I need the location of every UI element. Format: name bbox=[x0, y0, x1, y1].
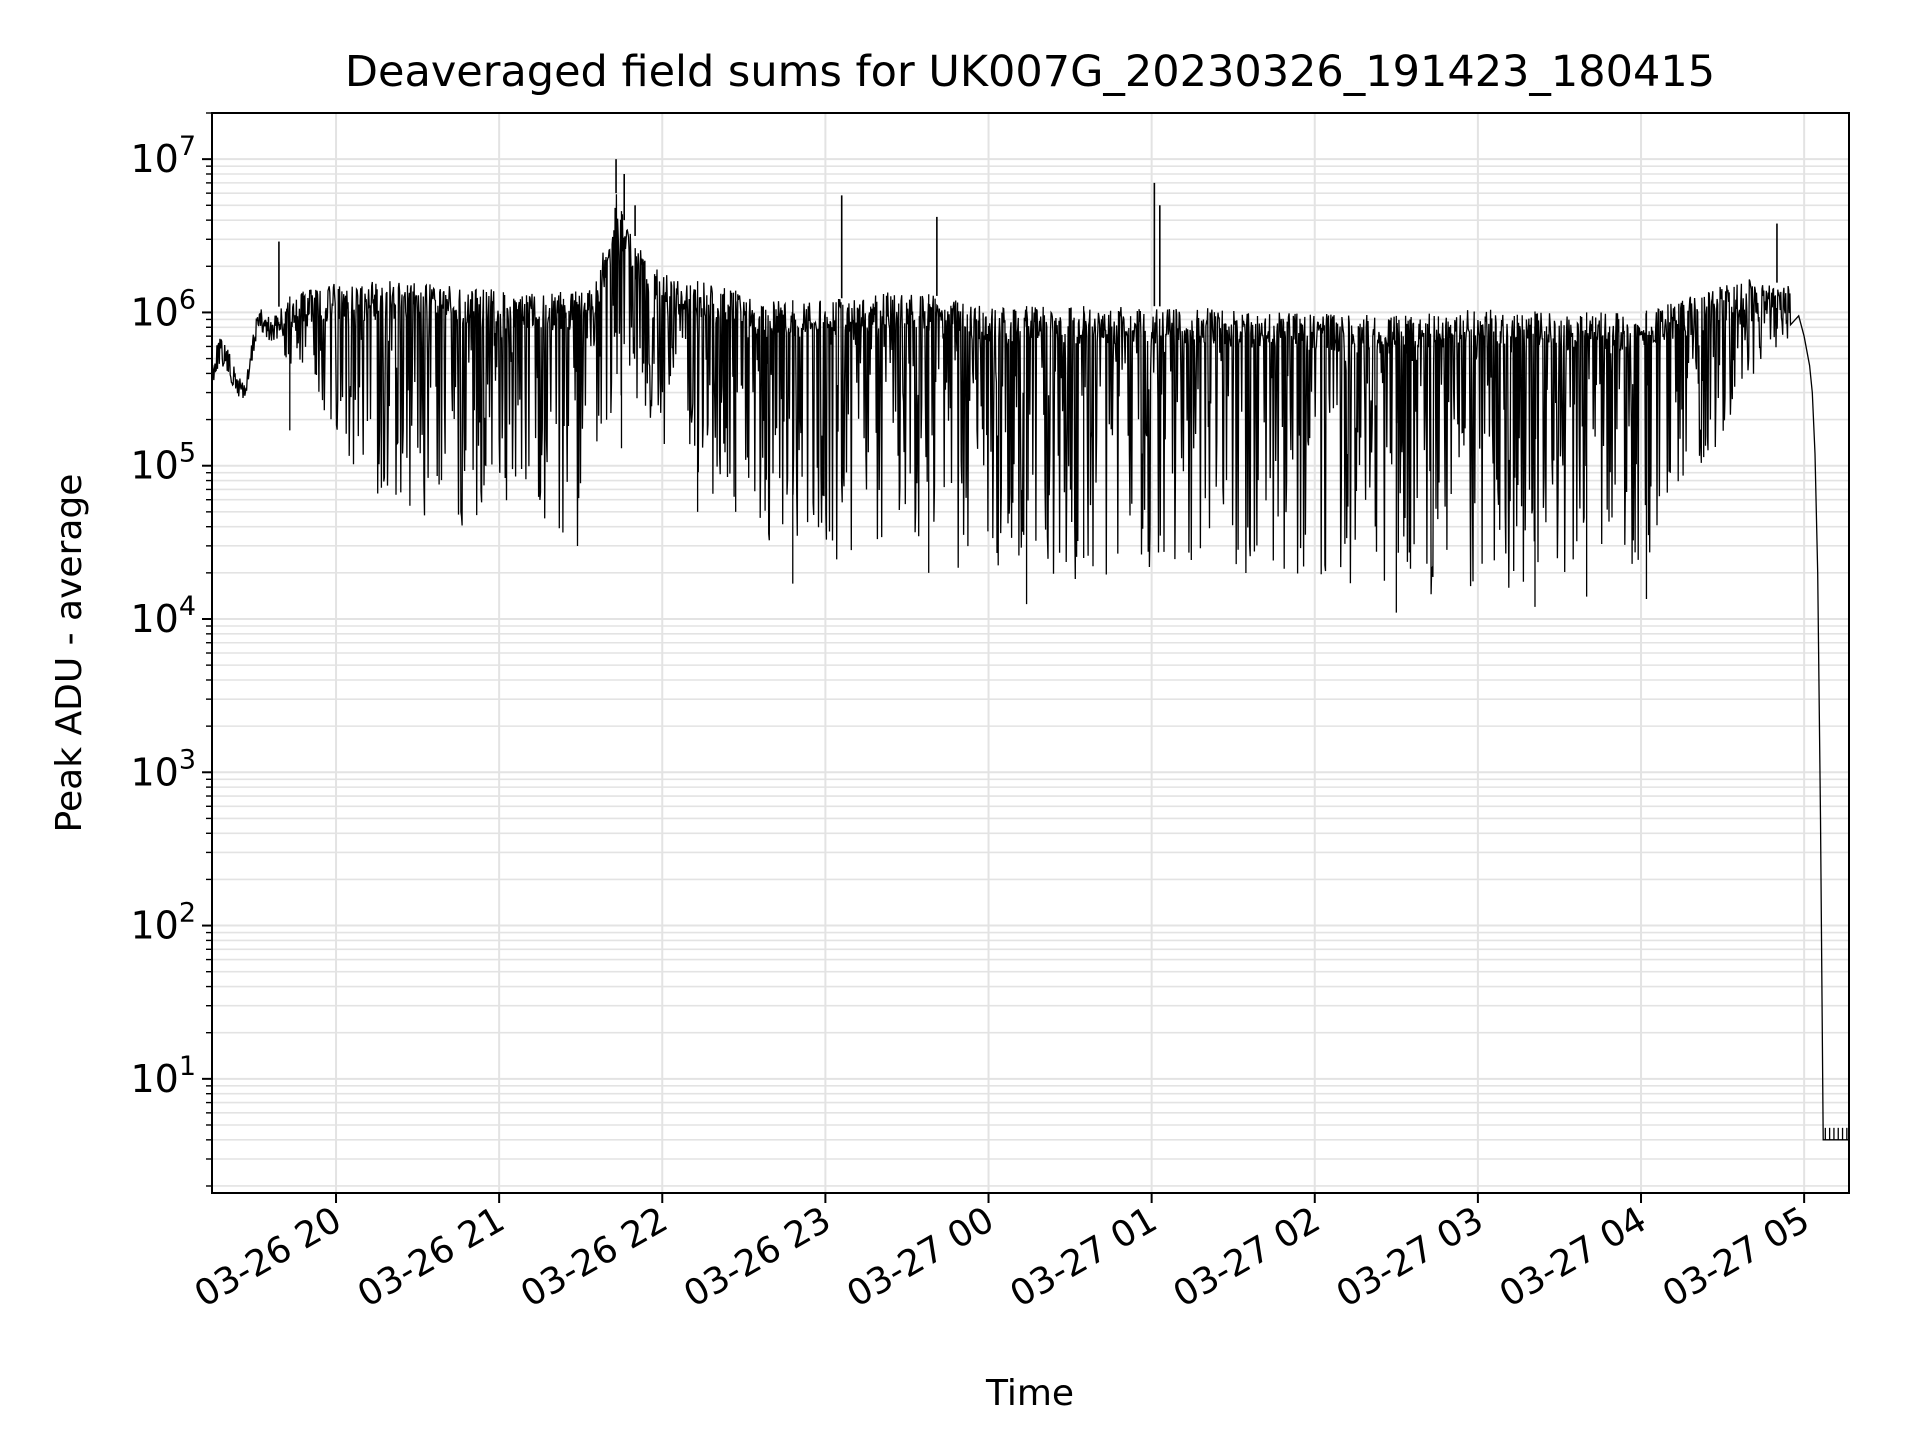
y-tick-base: 10 bbox=[130, 444, 178, 488]
y-tick-label: 104 bbox=[130, 591, 196, 641]
y-tick-base: 10 bbox=[130, 597, 178, 641]
y-tick-label: 105 bbox=[130, 438, 196, 488]
plot-layer bbox=[211, 159, 1849, 1141]
x-axis-label: Time bbox=[985, 1373, 1074, 1414]
y-tick-base: 10 bbox=[130, 290, 178, 334]
y-tick-base: 10 bbox=[130, 1057, 178, 1101]
y-tick-label: 102 bbox=[130, 898, 196, 948]
grid-layer bbox=[212, 112, 1849, 1193]
y-tick-base: 10 bbox=[130, 750, 178, 794]
y-tick-exponent: 3 bbox=[179, 744, 196, 775]
y-tick-exponent: 7 bbox=[179, 131, 196, 162]
y-tick-exponent: 4 bbox=[179, 591, 196, 622]
chart-title: Deaveraged field sums for UK007G_2023032… bbox=[345, 47, 1715, 97]
y-tick-base: 10 bbox=[130, 137, 178, 181]
y-tick-base: 10 bbox=[130, 904, 178, 948]
y-tick-exponent: 6 bbox=[179, 284, 196, 315]
y-tick-exponent: 1 bbox=[179, 1051, 196, 1082]
y-tick-label: 107 bbox=[130, 131, 196, 181]
y-axis-label: Peak ADU - average bbox=[49, 474, 90, 833]
series-line bbox=[211, 194, 1849, 1141]
y-tick-exponent: 5 bbox=[179, 438, 196, 469]
y-tick-exponent: 2 bbox=[179, 898, 196, 929]
y-tick-label: 103 bbox=[130, 744, 196, 794]
y-tick-label: 101 bbox=[130, 1051, 196, 1101]
y-tick-label: 106 bbox=[130, 284, 196, 334]
